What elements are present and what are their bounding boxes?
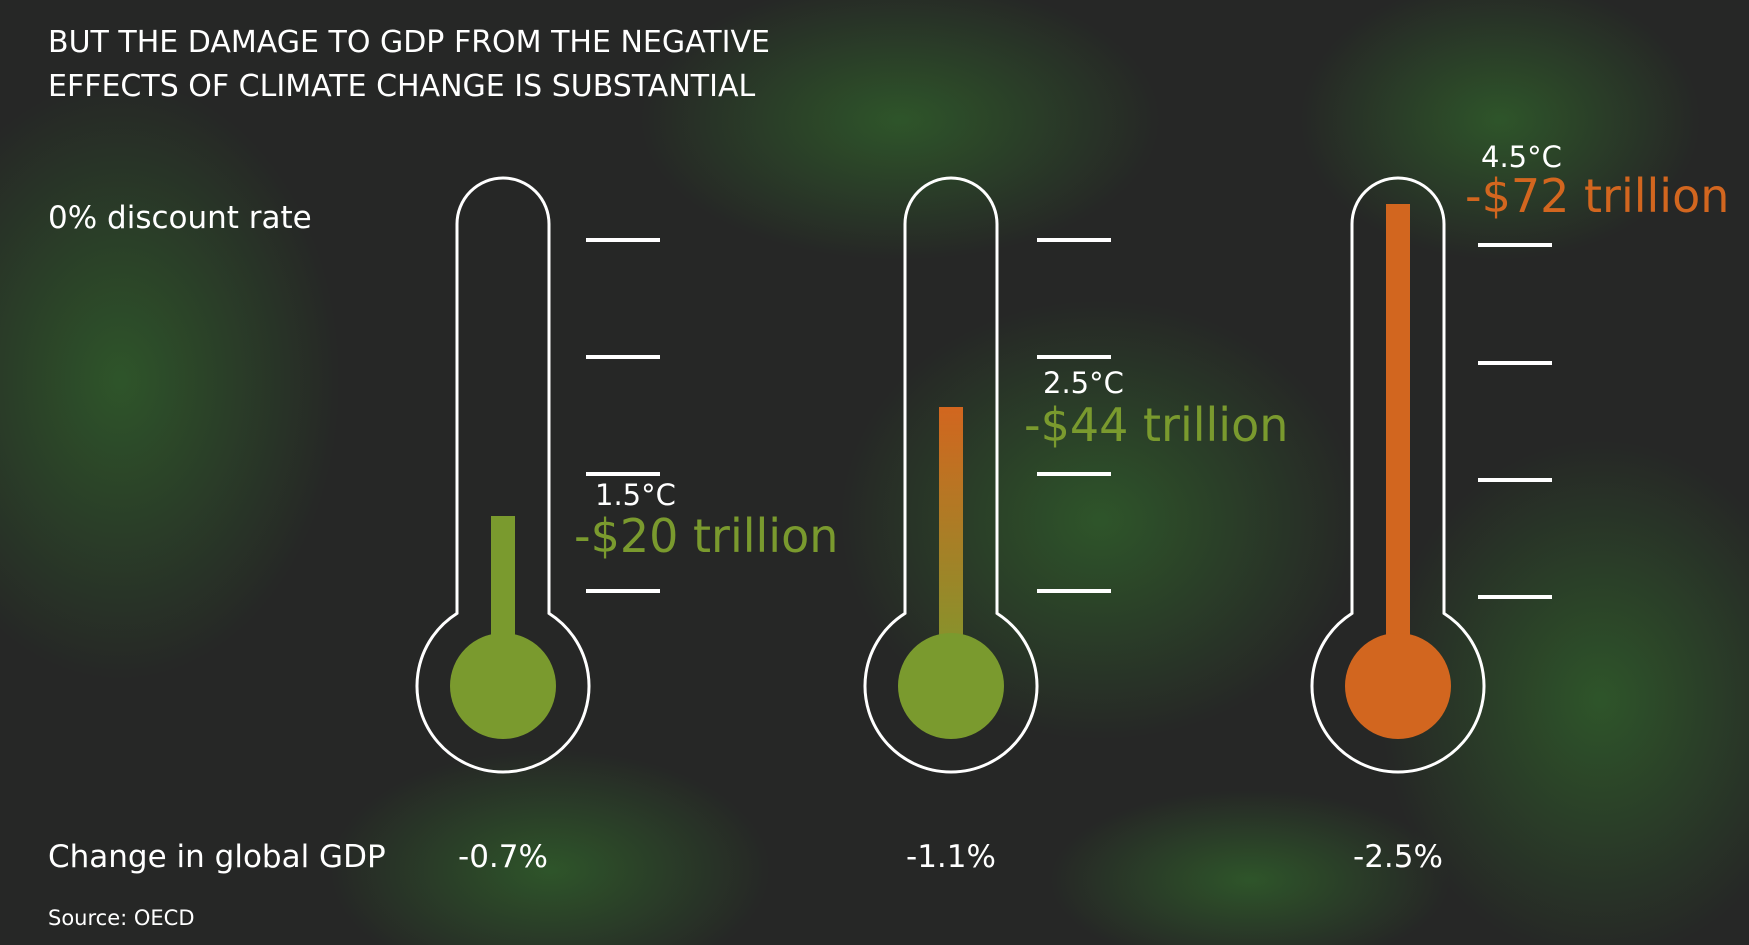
thermometer-outline bbox=[863, 176, 1039, 774]
gdp-change: -1.1% bbox=[906, 839, 996, 875]
temperature-label: 4.5°C bbox=[1481, 140, 1562, 174]
subtitle: 0% discount rate bbox=[48, 200, 312, 236]
damage-label: -$72 trillion bbox=[1465, 169, 1729, 223]
thermometer-bulb bbox=[450, 633, 556, 739]
source: Source: OECD bbox=[48, 906, 195, 930]
thermometer: 1.5°C-$20 trillion -0.7% bbox=[415, 176, 838, 875]
thermometer-bulb bbox=[1345, 633, 1451, 739]
damage-label: -$20 trillion bbox=[574, 509, 838, 563]
thermometer: 4.5°C-$72 trillion -2.5% bbox=[1310, 140, 1729, 875]
damage-label: -$44 trillion bbox=[1024, 398, 1288, 452]
temperature-label: 1.5°C bbox=[595, 478, 676, 512]
gdp-change: -0.7% bbox=[458, 839, 548, 875]
thermometer-outline bbox=[1310, 176, 1486, 774]
title-line: EFFECTS OF CLIMATE CHANGE IS SUBSTANTIAL bbox=[48, 69, 755, 104]
temperature-label: 2.5°C bbox=[1043, 366, 1124, 400]
title-line: BUT THE DAMAGE TO GDP FROM THE NEGATIVE bbox=[48, 25, 770, 60]
thermometer-outline bbox=[415, 176, 591, 774]
thermometer: 2.5°C-$44 trillion -1.1% bbox=[863, 176, 1288, 875]
thermometer-bulb bbox=[898, 633, 1004, 739]
thermometer-fill bbox=[1386, 204, 1410, 686]
thermometers: 1.5°C-$20 trillion -0.7% 2.5°C-$44 trillio… bbox=[415, 140, 1729, 875]
gdp-change: -2.5% bbox=[1353, 839, 1443, 875]
gdp-label: Change in global GDP bbox=[48, 839, 386, 875]
